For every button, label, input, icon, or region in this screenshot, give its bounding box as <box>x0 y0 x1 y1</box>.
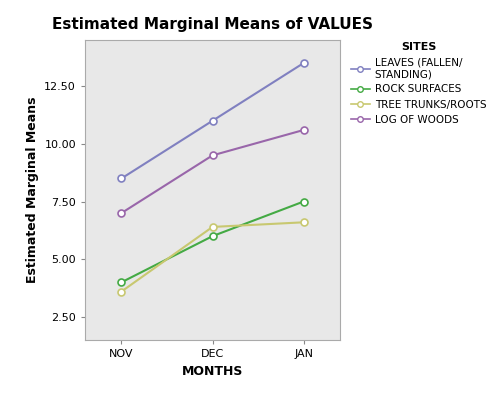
Legend: LEAVES (FALLEN/
STANDING), ROCK SURFACES, TREE TRUNKS/ROOTS, LOG OF WOODS: LEAVES (FALLEN/ STANDING), ROCK SURFACES… <box>348 39 490 128</box>
Title: Estimated Marginal Means of VALUES: Estimated Marginal Means of VALUES <box>52 17 373 32</box>
X-axis label: MONTHS: MONTHS <box>182 364 243 378</box>
Y-axis label: Estimated Marginal Means: Estimated Marginal Means <box>26 97 38 283</box>
